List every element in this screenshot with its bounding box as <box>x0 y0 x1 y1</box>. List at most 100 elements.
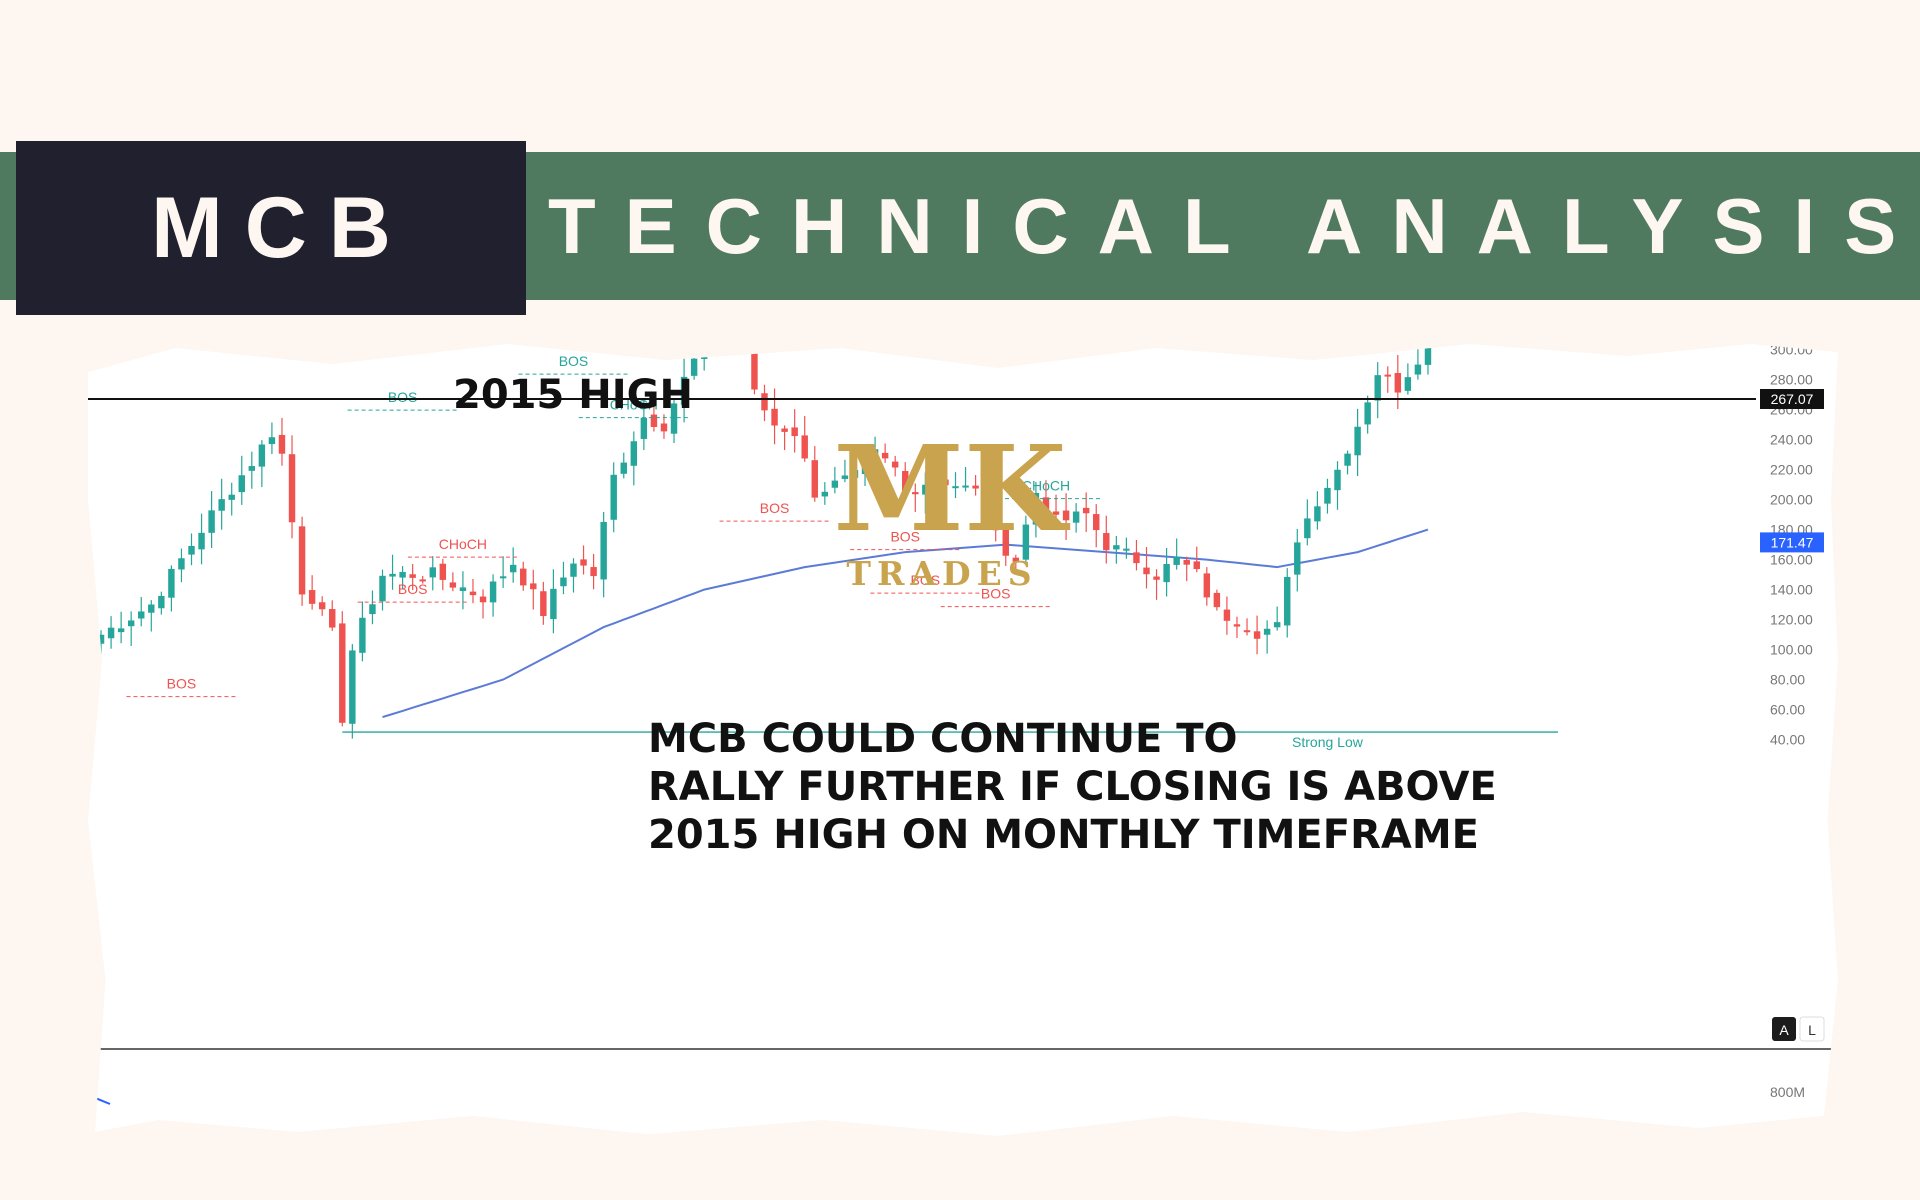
candle <box>680 356 688 423</box>
candle <box>1012 554 1020 573</box>
candle <box>238 455 245 505</box>
candle <box>650 403 658 432</box>
candle <box>429 556 436 591</box>
candle <box>1183 556 1190 582</box>
candle <box>1193 546 1200 573</box>
structure-label-text: BOS <box>599 340 629 342</box>
structure-label-text: Strong Low <box>1292 734 1364 750</box>
structure-label-text: BOS <box>388 389 418 405</box>
candle <box>1203 567 1211 606</box>
candle <box>369 590 376 625</box>
candle <box>580 545 587 575</box>
candle <box>1364 395 1371 434</box>
choch-label: CHoCH <box>578 397 689 419</box>
y-tick-label: 240.00 <box>1770 432 1813 448</box>
candle <box>1082 492 1090 532</box>
candle <box>489 574 497 617</box>
candle <box>1072 503 1080 533</box>
candle <box>1062 493 1070 541</box>
candle <box>349 644 356 739</box>
ticker-banner: MCB <box>16 141 526 315</box>
candle <box>610 462 617 533</box>
candle <box>1384 366 1391 393</box>
level-267-badge: 267.07 <box>1760 388 1824 409</box>
mk-trades-logo: MK TRADES <box>833 419 1071 593</box>
price-chart: BOS BOS BOS CHoCH BOS BOS CHoCH BOS BOS BOS BOS CHo… <box>88 340 1838 1105</box>
y-tick-label: 80.00 <box>1770 672 1805 688</box>
candle <box>439 558 447 591</box>
candle <box>1123 537 1130 559</box>
candle <box>409 564 416 591</box>
candle <box>520 561 527 591</box>
candle <box>308 575 316 610</box>
candle <box>1424 344 1432 375</box>
candle <box>550 569 557 634</box>
candle <box>1233 616 1241 639</box>
candle <box>1163 547 1170 597</box>
candle <box>1093 504 1100 548</box>
candle <box>713 344 715 354</box>
choch-label: CHoCH <box>407 536 518 558</box>
candle <box>540 581 547 625</box>
price-axis: 320.00300.00280.00260.00240.00220.00200.… <box>1760 342 1824 748</box>
candle <box>509 547 517 583</box>
candle <box>329 600 336 631</box>
candle <box>640 398 648 451</box>
candle <box>1404 363 1412 395</box>
candle <box>1113 535 1120 564</box>
candle <box>1263 620 1271 654</box>
candle <box>208 491 215 549</box>
auto-scale-marker: A <box>1779 1022 1789 1038</box>
candle <box>318 596 326 616</box>
candle <box>922 472 929 514</box>
y-tick-label: 280.00 <box>1770 372 1813 388</box>
candle <box>881 443 889 463</box>
y-tick-label: 200.00 <box>1770 492 1813 508</box>
bos-label: BOS <box>719 500 830 522</box>
y-tick-label: 120.00 <box>1770 612 1813 628</box>
candle <box>117 611 125 644</box>
analysis-note-line: RALLY FURTHER IF CLOSING IS ABOVE <box>648 764 1497 810</box>
structure-label-text: BOS <box>890 529 920 545</box>
candle <box>851 464 859 487</box>
candle <box>811 446 818 502</box>
candle <box>449 572 457 592</box>
candle <box>339 611 346 727</box>
candle <box>107 616 115 649</box>
candle <box>198 513 205 565</box>
y-tick-label: 100.00 <box>1770 642 1813 658</box>
candle <box>660 414 668 439</box>
candle <box>912 483 919 512</box>
candle <box>278 417 286 466</box>
candle <box>751 344 758 395</box>
candle <box>1032 482 1040 538</box>
candle <box>741 340 747 343</box>
structure-label-text: BOS <box>167 676 197 692</box>
y-tick-label: 160.00 <box>1770 552 1813 568</box>
candle <box>1223 596 1231 635</box>
candle <box>469 578 477 604</box>
structure-label-text: CHoCH <box>610 397 658 413</box>
moving-average-badge: 171.47 <box>1760 532 1824 553</box>
log-scale-marker: L <box>1808 1022 1816 1038</box>
candle <box>248 451 256 489</box>
candle <box>1314 491 1321 530</box>
candle <box>1354 408 1361 477</box>
candle <box>620 452 627 479</box>
candle <box>530 569 537 610</box>
candle <box>942 472 949 503</box>
candle <box>871 436 879 480</box>
candle <box>821 482 829 505</box>
candle <box>419 575 426 584</box>
y-tick-label: 300.00 <box>1770 342 1813 358</box>
candle <box>1022 515 1030 564</box>
candle <box>902 462 909 497</box>
page-subtitle: TECHNICAL ANALYSIS <box>548 181 1920 270</box>
candle <box>771 388 778 445</box>
strong-low-label: Strong Low <box>1292 734 1364 750</box>
candle <box>218 478 225 530</box>
ticker-title: MCB <box>151 179 413 276</box>
candle <box>1394 354 1402 409</box>
candle <box>268 422 276 455</box>
candle <box>861 451 869 487</box>
